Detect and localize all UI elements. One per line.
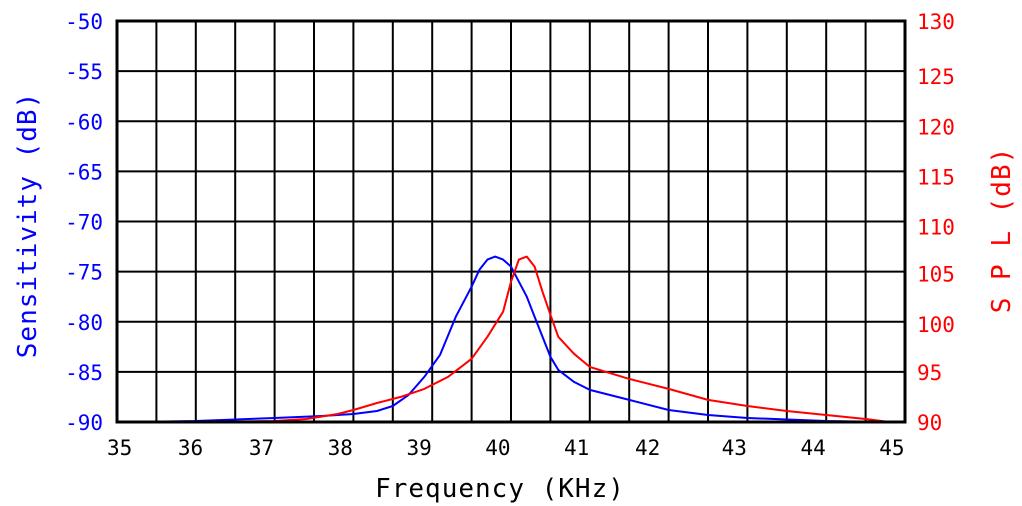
x-tick-label: 44 (800, 436, 825, 460)
right-y-tick-label: 110 (917, 216, 955, 240)
right-y-tick-label: 90 (917, 411, 942, 435)
left-y-tick-label: -60 (65, 110, 103, 134)
left-y-tick-label: -75 (65, 261, 103, 285)
right-y-axis-title: S P L (dB) (987, 147, 1017, 314)
left-y-tick-label: -90 (65, 411, 103, 435)
grid-lines (117, 21, 905, 422)
x-tick-label: 36 (178, 436, 203, 460)
x-tick-label: 38 (328, 436, 353, 460)
left-y-tick-labels: -50 -55 -60 -65 -70 -75 -80 -85 -90 (65, 10, 103, 435)
x-tick-label: 39 (406, 436, 431, 460)
x-tick-label: 45 (879, 436, 904, 460)
left-y-tick-label: -50 (65, 10, 103, 34)
sensitivity-series-line (132, 255, 890, 423)
right-y-tick-label: 130 (917, 10, 955, 34)
right-y-tick-label: 105 (917, 263, 955, 287)
x-tick-labels: 35 36 37 38 39 40 41 42 43 44 45 (107, 436, 905, 460)
x-tick-label: 41 (564, 436, 589, 460)
right-y-tick-labels: 130 125 120 115 110 105 100 95 90 (917, 10, 955, 435)
left-y-tick-label: -70 (65, 211, 103, 235)
right-y-tick-label: 125 (917, 65, 955, 89)
x-tick-label: 40 (485, 436, 510, 460)
right-y-tick-label: 115 (917, 165, 955, 189)
spl-series-line (132, 255, 890, 423)
x-tick-label: 42 (635, 436, 660, 460)
left-y-tick-label: -55 (65, 60, 103, 84)
x-tick-label: 35 (107, 436, 132, 460)
right-y-tick-label: 95 (917, 361, 942, 385)
right-y-tick-label: 100 (917, 313, 955, 337)
left-y-tick-label: -80 (65, 311, 103, 335)
left-y-tick-label: -65 (65, 160, 103, 184)
left-y-tick-label: -85 (65, 361, 103, 385)
right-y-tick-label: 120 (917, 115, 955, 139)
x-tick-label: 43 (722, 436, 747, 460)
plot-frame (115, 19, 907, 424)
x-axis-title: Frequency (KHz) (375, 474, 625, 504)
x-tick-label: 37 (249, 436, 274, 460)
left-y-axis-title: Sensitivity (dB) (13, 92, 43, 358)
series-layer (132, 255, 890, 423)
